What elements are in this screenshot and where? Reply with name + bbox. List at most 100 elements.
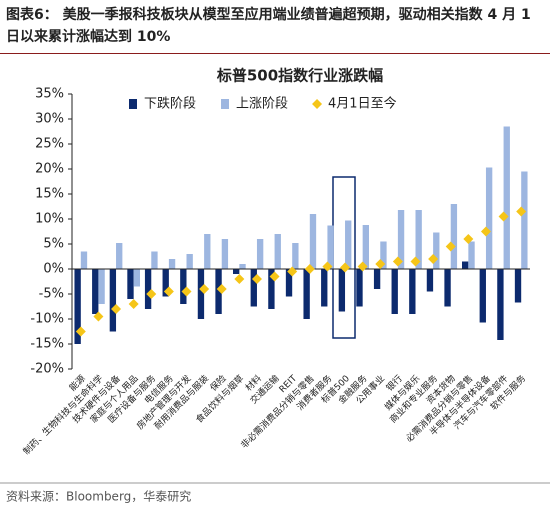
bar	[433, 232, 440, 269]
highlight-box	[332, 176, 356, 339]
bar	[462, 261, 469, 269]
diamond-marker	[340, 262, 351, 273]
diamond-marker	[392, 256, 403, 267]
bar	[98, 269, 105, 304]
header-rule	[0, 53, 550, 54]
diamond-marker	[269, 271, 280, 282]
diamond-marker	[111, 304, 122, 314]
y-tick-label: 30%	[35, 112, 64, 127]
bar	[239, 264, 246, 269]
diamond-marker	[146, 289, 157, 299]
diamond-marker	[463, 234, 474, 244]
diamond-marker	[75, 326, 86, 337]
bar	[127, 269, 134, 299]
bar	[409, 269, 416, 314]
bar	[186, 254, 193, 269]
source: 资料来源：Bloomberg，华泰研究	[6, 489, 191, 504]
bar	[373, 269, 381, 289]
bar	[521, 171, 528, 269]
bar	[338, 269, 346, 312]
diamond-marker	[375, 259, 386, 269]
y-tick-label: -15%	[30, 337, 64, 352]
bar	[92, 269, 99, 314]
diamond-marker	[234, 274, 245, 284]
y-tick-label: 25%	[35, 137, 64, 152]
y-tick-label: 5%	[43, 237, 64, 252]
bar	[116, 243, 123, 269]
diamond-marker	[445, 241, 456, 252]
bar	[321, 269, 328, 307]
diamond-marker	[357, 261, 368, 272]
bar	[221, 239, 229, 269]
diamond-marker	[163, 286, 174, 297]
bar	[292, 243, 299, 269]
bar	[109, 269, 117, 332]
bar	[345, 220, 352, 269]
bar	[514, 269, 522, 303]
bar	[380, 241, 387, 269]
bar	[426, 269, 434, 292]
y-tick-label: 0%	[43, 262, 64, 277]
diamond-marker	[480, 226, 491, 237]
diamond-marker	[181, 286, 192, 297]
y-tick-label: -10%	[30, 312, 64, 327]
bar	[256, 239, 264, 269]
y-tick-label: 20%	[35, 162, 64, 177]
bar	[285, 269, 293, 297]
diamond-marker	[128, 299, 139, 309]
bar	[303, 269, 310, 319]
y-tick-label: 15%	[35, 187, 64, 202]
bar	[204, 234, 211, 269]
bar	[327, 225, 334, 269]
y-tick-label: 10%	[35, 212, 64, 227]
diamond-marker	[304, 264, 315, 274]
bar	[133, 269, 140, 287]
legend-swatch	[221, 99, 230, 109]
bar	[197, 269, 205, 319]
bar	[444, 269, 451, 307]
legend-swatch	[129, 99, 137, 109]
bar	[180, 269, 187, 304]
diamond-marker	[216, 284, 227, 294]
diamond-marker	[428, 254, 439, 264]
diamond-marker	[322, 261, 333, 272]
bar	[479, 269, 486, 323]
bar	[80, 251, 88, 269]
bar	[356, 269, 363, 307]
bar	[497, 269, 504, 340]
bar	[503, 126, 510, 269]
bar	[162, 269, 169, 297]
chart-title: 标普500指数行业涨跌幅	[216, 67, 383, 85]
bar	[274, 234, 281, 269]
bar	[215, 269, 222, 314]
legend-label: 下跌阶段	[144, 96, 196, 112]
bar	[151, 251, 158, 269]
bar	[391, 269, 398, 314]
diamond-marker	[199, 284, 210, 294]
bar	[144, 269, 152, 309]
bar	[485, 167, 493, 269]
legend-swatch	[312, 99, 323, 109]
bar	[468, 241, 475, 269]
bar	[415, 210, 422, 269]
bar	[397, 210, 405, 269]
legend-label: 上涨阶段	[236, 97, 288, 112]
diamond-marker	[251, 274, 262, 284]
bar	[168, 259, 176, 269]
bar	[450, 204, 458, 269]
diamond-marker	[516, 206, 527, 217]
header-title: 图表6： 美股一季报科技板块从模型至应用端业绩普遍超预期，驱动相关指数 4 月 …	[6, 7, 531, 45]
bar	[233, 269, 240, 274]
bar	[74, 269, 81, 344]
legend-label: 4月1日至今	[328, 96, 397, 112]
diamond-marker	[287, 266, 298, 277]
bar	[250, 269, 257, 307]
diamond-marker	[93, 311, 104, 322]
diamond-marker	[498, 211, 509, 222]
bar	[309, 214, 317, 269]
bar	[362, 225, 369, 269]
y-tick-label: -5%	[39, 287, 64, 302]
bar	[268, 269, 275, 309]
